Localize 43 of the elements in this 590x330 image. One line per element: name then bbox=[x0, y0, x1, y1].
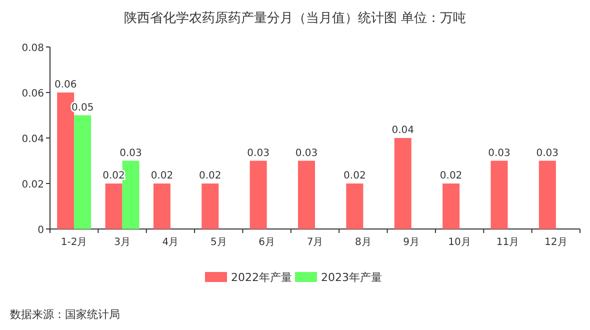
bar bbox=[490, 160, 508, 229]
bar bbox=[74, 115, 92, 229]
y-tick-label: 0.06 bbox=[22, 88, 44, 100]
x-tick-label: 5月 bbox=[210, 237, 227, 248]
data-label: 0.04 bbox=[392, 125, 414, 136]
legend-label: 2023年产量 bbox=[321, 271, 382, 284]
bar bbox=[442, 184, 460, 229]
bar bbox=[153, 184, 170, 229]
data-label: 0.03 bbox=[488, 148, 510, 159]
data-label: 0.03 bbox=[536, 148, 559, 159]
x-tick-label: 7月 bbox=[306, 237, 324, 248]
legend-label: 2022年产量 bbox=[231, 271, 292, 284]
chart-title: 陕西省化学农药原药产量分月（当月值）统计图 单位：万吨 bbox=[124, 11, 466, 26]
data-label: 0.06 bbox=[54, 80, 77, 90]
bar bbox=[105, 184, 122, 229]
x-tick-label: 12月 bbox=[544, 237, 568, 248]
x-tick-label: 9月 bbox=[403, 237, 420, 248]
data-label: 0.02 bbox=[440, 170, 462, 182]
bar bbox=[394, 138, 412, 229]
data-label: 0.03 bbox=[120, 148, 142, 159]
x-tick-label: 6月 bbox=[258, 237, 276, 248]
data-label: 0.03 bbox=[295, 148, 318, 159]
y-tick-label: 0.02 bbox=[22, 180, 44, 190]
y-tick-label: 0.08 bbox=[22, 43, 44, 54]
x-tick-label: 10月 bbox=[448, 237, 471, 248]
data-label: 0.02 bbox=[344, 170, 366, 182]
bar bbox=[250, 160, 267, 229]
bar bbox=[202, 184, 219, 229]
x-tick-label: 3月 bbox=[114, 237, 130, 248]
x-tick-label: 1-2月 bbox=[60, 237, 88, 248]
y-tick-label: 0.04 bbox=[22, 134, 44, 145]
data-label: 0.02 bbox=[199, 170, 222, 182]
bar bbox=[122, 160, 140, 229]
x-tick-label: 4月 bbox=[162, 237, 179, 248]
x-tick-label: 8月 bbox=[354, 237, 372, 248]
data-label: 0.02 bbox=[150, 170, 174, 182]
bar bbox=[298, 160, 315, 229]
x-tick-label: 11月 bbox=[496, 237, 520, 248]
data-label: 0.03 bbox=[247, 148, 270, 159]
source-note: 数据来源：国家统计局 bbox=[10, 308, 120, 321]
y-tick-label: 0 bbox=[38, 225, 44, 236]
bar bbox=[346, 184, 364, 229]
bar bbox=[538, 160, 556, 229]
